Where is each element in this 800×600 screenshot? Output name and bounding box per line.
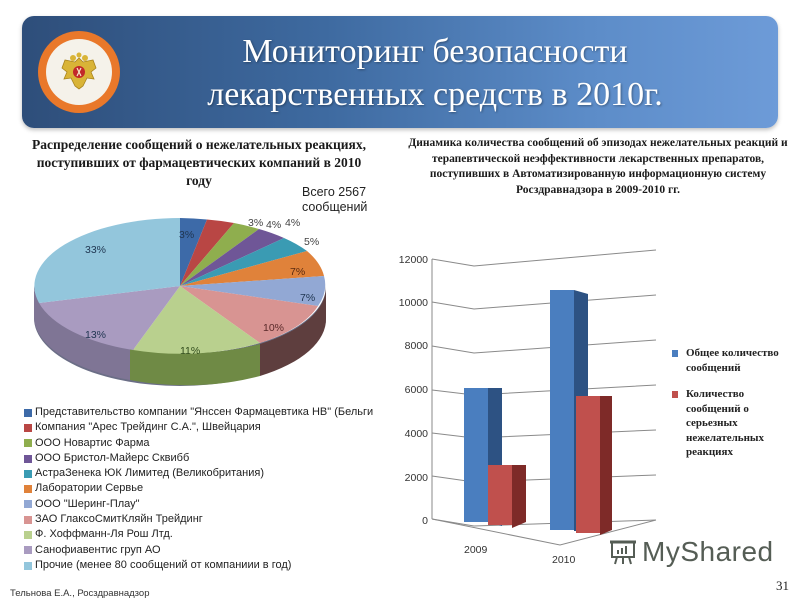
legend-item: Лаборатории Сервье: [24, 481, 373, 496]
y-tick-4000: 4000: [405, 428, 429, 440]
bar-legend-item-total: Общее количество сообщений: [672, 346, 790, 375]
bar-legend-item-serious: Количество сообщений о серьезных нежелат…: [672, 387, 790, 460]
legend-swatch: [24, 500, 32, 509]
legend-swatch: [24, 485, 32, 494]
legend-swatch: [24, 439, 32, 448]
legend-item: ЗАО ГлаксоСмитКляйн Трейдинг: [24, 512, 373, 527]
legend-swatch: [24, 408, 32, 417]
legend-item: Санофиавентис груп АО: [24, 543, 373, 558]
legend-label: ООО "Шеринг-Плау": [35, 497, 140, 510]
pie-chart: [34, 218, 327, 386]
pie-label-4a: 4%: [266, 219, 282, 231]
author-credit: Тельнова Е.А., Росздравнадзор: [10, 588, 150, 599]
bar-legend-label-serious: Количество сообщений о серьезных нежелат…: [686, 388, 765, 458]
y-tick-10000: 10000: [399, 297, 428, 309]
watermark-text: MyShared: [642, 536, 774, 567]
legend-swatch: [672, 350, 678, 357]
pie-label-13: 13%: [85, 329, 107, 341]
legend-item: ООО Бристол-Майерс Сквибб: [24, 451, 373, 466]
pie-total-annotation: Всего 2567 сообщений: [302, 185, 367, 215]
bar-legend-label-total: Общее количество сообщений: [686, 347, 779, 374]
pie-label-7a: 7%: [290, 266, 306, 278]
bar-legend: Общее количество сообщений Количество со…: [672, 346, 790, 472]
legend-swatch: [24, 454, 32, 463]
pie-label-33: 33%: [85, 244, 107, 256]
legend-swatch: [672, 391, 678, 398]
legend-swatch: [24, 561, 32, 570]
title-line-1: Мониторинг безопасности: [242, 33, 628, 70]
pie-total-line-1: Всего 2567: [302, 185, 367, 199]
legend-item: ООО Новартис Фарма: [24, 436, 373, 451]
legend-swatch: [24, 515, 32, 524]
pie-label-3b: 3%: [248, 217, 264, 229]
pie-label-10: 10%: [263, 322, 285, 334]
y-tick-6000: 6000: [405, 384, 429, 396]
legend-item: АстраЗенека ЮК Лимитед (Великобритания): [24, 466, 373, 481]
bar-chart: 0 2000 4000 6000 8000 10000 12000 2009 2…: [399, 249, 657, 566]
pie-legend: Представительство компании "Янссен Фарма…: [24, 405, 373, 573]
legend-label: ООО Бристол-Майерс Сквибб: [35, 451, 190, 464]
x-tick-2010: 2010: [552, 554, 576, 566]
emblem-badge: [38, 31, 120, 113]
pie-total-line-2: сообщений: [302, 200, 368, 214]
legend-swatch: [24, 469, 32, 478]
y-tick-12000: 12000: [399, 254, 428, 266]
pie-label-3a: 3%: [179, 229, 195, 241]
presentation-board-icon: [610, 540, 636, 565]
legend-label: ЗАО ГлаксоСмитКляйн Трейдинг: [35, 513, 203, 526]
title-banner: [22, 16, 778, 128]
pie-label-4b: 4%: [285, 217, 301, 229]
y-tick-2000: 2000: [405, 472, 429, 484]
legend-swatch: [24, 546, 32, 555]
legend-label: АстраЗенека ЮК Лимитед (Великобритания): [35, 467, 265, 480]
legend-label: Санофиавентис груп АО: [35, 543, 161, 556]
pie-label-11: 11%: [180, 345, 201, 357]
x-tick-2009: 2009: [464, 544, 488, 556]
page-number: 31: [776, 578, 789, 593]
bar-chart-title: Динамика количества сообщений об эпизода…: [408, 137, 788, 196]
title-line-2: лекарственных средств в 2010г.: [207, 76, 663, 113]
legend-item: ООО "Шеринг-Плау": [24, 497, 373, 512]
emblem-inner: [46, 39, 112, 105]
legend-label: Компания "Арес Трейдинг С.А.", Швейцария: [35, 421, 261, 434]
legend-label: Прочие (менее 80 сообщений от компаниии …: [35, 558, 292, 571]
legend-item: Ф. Хоффманн-Ля Рош Лтд.: [24, 527, 373, 542]
pie-label-7b: 7%: [300, 292, 316, 304]
russian-coat-of-arms-icon: [61, 52, 97, 90]
pie-label-5: 5%: [304, 236, 320, 248]
y-tick-0: 0: [422, 515, 428, 527]
pie-chart-title: Распределение сообщений о нежелательных …: [31, 137, 366, 188]
y-tick-8000: 8000: [405, 340, 429, 352]
legend-label: ООО Новартис Фарма: [35, 436, 150, 449]
legend-item: Прочие (менее 80 сообщений от компаниии …: [24, 558, 373, 573]
legend-label: Представительство компании "Янссен Фарма…: [35, 406, 374, 418]
legend-label: Лаборатории Сервье: [35, 482, 144, 495]
page-title: Мониторинг безопасности лекарственных ср…: [140, 30, 730, 116]
legend-swatch: [24, 423, 32, 432]
watermark: MyShared: [608, 536, 774, 568]
legend-item: Представительство компании "Янссен Фарма…: [24, 405, 373, 420]
legend-swatch: [24, 531, 32, 540]
legend-item: Компания "Арес Трейдинг С.А.", Швейцария: [24, 420, 373, 435]
legend-label: Ф. Хоффманн-Ля Рош Лтд.: [35, 528, 173, 541]
